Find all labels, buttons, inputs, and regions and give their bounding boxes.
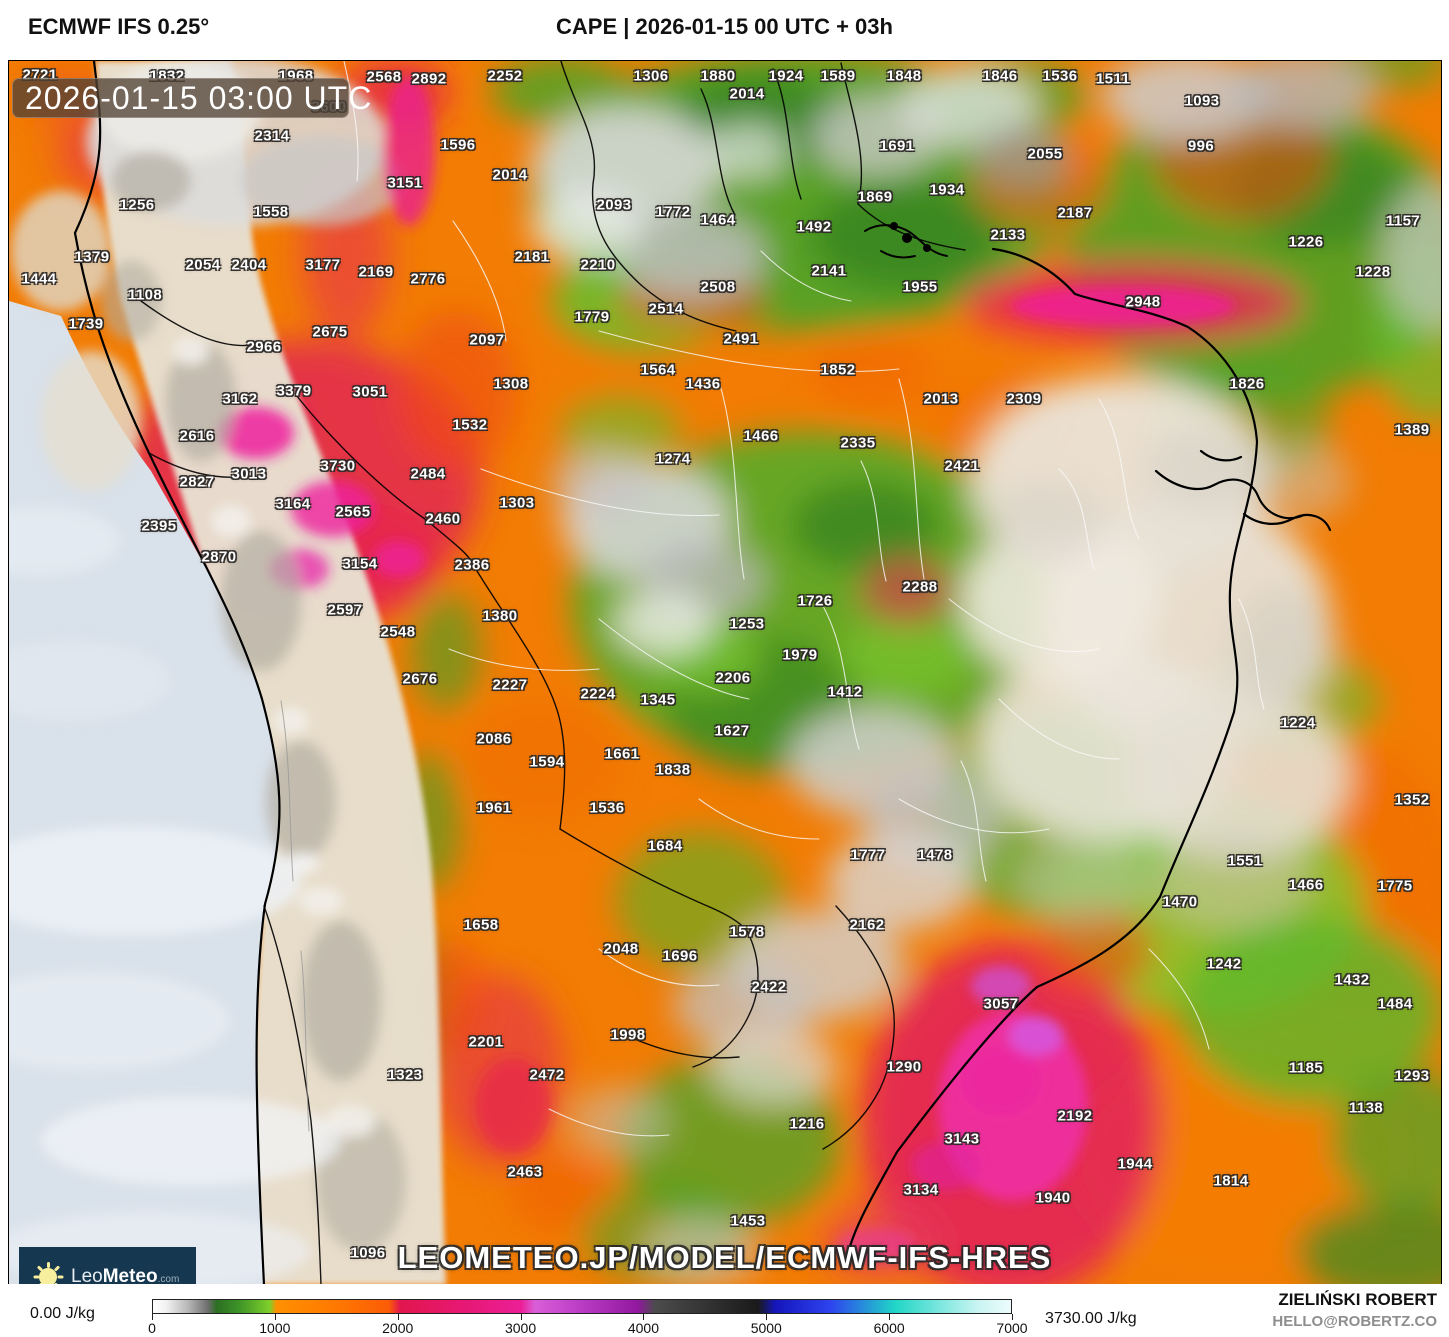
max-value-label: 3730.00 J/kg — [1045, 1310, 1137, 1327]
colorbar-tick — [397, 1314, 399, 1320]
colorbar-tick — [643, 1314, 645, 1320]
leometeo-logo: LeoMeteo.com — [19, 1247, 196, 1285]
colorbar-tick — [766, 1314, 768, 1320]
timestamp-overlay: 2026-01-15 03:00 UTC — [12, 78, 371, 118]
page-title: CAPE | 2026-01-15 00 UTC + 03h — [556, 14, 893, 39]
min-value-label: 0.00 J/kg — [30, 1305, 95, 1322]
colorbar-tick-label: 7000 — [996, 1320, 1028, 1336]
colorbar-tick-label: 5000 — [750, 1320, 782, 1336]
credit-email: HELLO@ROBERTZ.CO — [1272, 1313, 1437, 1330]
cape-color-field — [26, 61, 1441, 1284]
header: ECMWF IFS 0.25° CAPE | 2026-01-15 00 UTC… — [0, 0, 1449, 60]
colorbar-tick — [889, 1314, 891, 1320]
colorbar-tick — [274, 1314, 276, 1320]
model-label: ECMWF IFS 0.25° — [28, 14, 210, 39]
colorbar-tick — [152, 1314, 153, 1320]
colorbar-tick — [1012, 1314, 1013, 1320]
colorbar — [152, 1299, 1012, 1314]
watermark-text: LEOMETEO.JP/MODEL/ECMWF-IFS-HRES — [397, 1240, 1052, 1275]
country-borders — [73, 61, 1332, 1284]
colorbar-tick-label: 2000 — [382, 1320, 414, 1336]
colorbar-tick-label: 3000 — [504, 1320, 537, 1336]
colorbar-tick-label: 1000 — [259, 1320, 291, 1336]
colorbar-tick-label: 6000 — [873, 1320, 905, 1336]
logo-wordmark: LeoMeteo.com — [71, 1265, 180, 1285]
map-canvas — [9, 61, 1441, 1284]
colorbar-tick — [520, 1314, 522, 1320]
map-area: LeoMeteo.com — [8, 60, 1442, 1285]
credit-name: ZIELIŃSKI ROBERT — [1278, 1290, 1437, 1309]
colorbar-tick-label: 0 — [148, 1320, 156, 1336]
colorbar-tick-label: 4000 — [627, 1320, 659, 1336]
sun-icon — [33, 1261, 64, 1284]
